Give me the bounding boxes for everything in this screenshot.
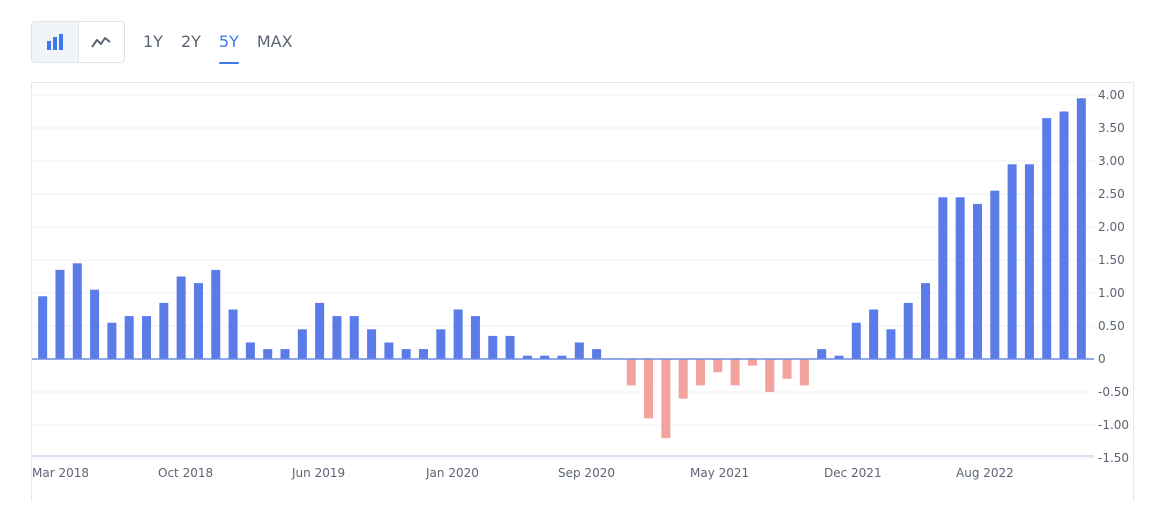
- x-axis-labels: Mar 2018 Oct 2018 Jun 2019 Jan 2020 Sep 2020…: [32, 466, 1014, 480]
- x-tick-label: Jan 2020: [425, 466, 479, 480]
- y-tick-label: 4.00: [1098, 88, 1125, 102]
- line-chart-button[interactable]: [79, 22, 125, 62]
- tab-2y[interactable]: 2Y: [180, 32, 201, 51]
- bar[interactable]: [730, 359, 740, 386]
- bar[interactable]: [938, 197, 948, 359]
- bar[interactable]: [349, 316, 359, 359]
- bar[interactable]: [38, 296, 48, 359]
- bar[interactable]: [1059, 111, 1069, 360]
- bar[interactable]: [990, 190, 1000, 359]
- bar[interactable]: [1076, 98, 1086, 360]
- line-chart-icon: [91, 37, 111, 48]
- x-tick-label: Mar 2018: [32, 466, 89, 480]
- bar[interactable]: [436, 329, 446, 359]
- bar[interactable]: [644, 359, 654, 419]
- bar-chart-button[interactable]: [32, 22, 79, 62]
- bar[interactable]: [367, 329, 377, 359]
- bar[interactable]: [972, 203, 982, 359]
- bar-chart: 4.00 3.50 3.00 2.50 2.00 1.50 1.00 0.50 0 -0.50 -1…: [32, 88, 1129, 480]
- bar[interactable]: [540, 355, 550, 359]
- bar[interactable]: [557, 355, 567, 359]
- chart-type-toggle: [31, 21, 125, 63]
- bar[interactable]: [55, 269, 65, 359]
- bar[interactable]: [488, 335, 498, 359]
- bar[interactable]: [505, 335, 515, 359]
- x-tick-label: Sep 2020: [558, 466, 615, 480]
- x-tick-label: Dec 2021: [824, 466, 882, 480]
- bar[interactable]: [834, 355, 844, 359]
- bar[interactable]: [107, 322, 117, 359]
- bar[interactable]: [72, 263, 82, 359]
- bars: [38, 98, 1086, 439]
- bar[interactable]: [799, 359, 809, 386]
- y-tick-label: 1.00: [1098, 286, 1125, 300]
- tab-5y[interactable]: 5Y: [218, 21, 239, 64]
- bar[interactable]: [211, 269, 221, 359]
- bar[interactable]: [159, 302, 169, 359]
- bar[interactable]: [765, 359, 775, 392]
- bar[interactable]: [921, 283, 931, 359]
- y-tick-label: 2.00: [1098, 220, 1125, 234]
- x-tick-label: Jun 2019: [291, 466, 345, 480]
- bar[interactable]: [453, 309, 463, 360]
- bar[interactable]: [695, 359, 705, 386]
- bar[interactable]: [886, 329, 896, 359]
- bar[interactable]: [955, 197, 965, 359]
- bar[interactable]: [592, 349, 602, 359]
- bar[interactable]: [713, 359, 723, 373]
- bar[interactable]: [678, 359, 688, 399]
- y-tick-label: 0: [1098, 352, 1106, 366]
- bar[interactable]: [176, 276, 186, 360]
- y-tick-label: 3.00: [1098, 154, 1125, 168]
- grid-lines: [32, 94, 1094, 459]
- bar[interactable]: [193, 283, 203, 359]
- y-tick-label: 0.50: [1098, 319, 1125, 333]
- y-axis-labels: 4.00 3.50 3.00 2.50 2.00 1.50 1.00 0.50 0 -0.50 -1…: [1098, 88, 1129, 465]
- bar[interactable]: [419, 349, 429, 359]
- bar[interactable]: [626, 359, 636, 386]
- bar[interactable]: [280, 349, 290, 359]
- axes: [32, 358, 1094, 457]
- bar[interactable]: [332, 316, 342, 359]
- bar[interactable]: [1024, 164, 1034, 359]
- bar[interactable]: [1042, 118, 1052, 359]
- chart-container: 4.00 3.50 3.00 2.50 2.00 1.50 1.00 0.50 0 -0.50 -1…: [31, 82, 1134, 501]
- bar[interactable]: [124, 316, 134, 359]
- bar[interactable]: [228, 309, 238, 360]
- tab-max[interactable]: MAX: [256, 32, 293, 51]
- bar[interactable]: [263, 349, 273, 359]
- bar[interactable]: [245, 342, 255, 360]
- x-tick-label: Oct 2018: [158, 466, 213, 480]
- y-tick-label: -1.50: [1098, 451, 1129, 465]
- bar[interactable]: [851, 322, 861, 359]
- bar[interactable]: [384, 342, 394, 360]
- x-tick-label: Aug 2022: [956, 466, 1014, 480]
- tab-1y[interactable]: 1Y: [143, 32, 163, 51]
- bar[interactable]: [869, 309, 879, 360]
- bar[interactable]: [315, 302, 325, 359]
- bar[interactable]: [470, 316, 480, 359]
- range-tabs: 1Y 2Y 5Y MAX: [143, 21, 311, 64]
- bar[interactable]: [782, 359, 792, 379]
- bar[interactable]: [747, 359, 757, 366]
- x-tick-label: May 2021: [690, 466, 749, 480]
- y-tick-label: 2.50: [1098, 187, 1125, 201]
- y-tick-label: -0.50: [1098, 385, 1129, 399]
- y-tick-label: 3.50: [1098, 121, 1125, 135]
- bar[interactable]: [1007, 164, 1017, 359]
- y-tick-label: -1.00: [1098, 418, 1129, 432]
- bar[interactable]: [142, 316, 152, 359]
- bar[interactable]: [522, 355, 532, 359]
- bar[interactable]: [661, 359, 671, 439]
- bar[interactable]: [574, 342, 584, 360]
- bar[interactable]: [903, 302, 913, 359]
- bar[interactable]: [90, 289, 100, 359]
- bar[interactable]: [401, 349, 411, 359]
- y-tick-label: 1.50: [1098, 253, 1125, 267]
- chart-toolbar: 1Y 2Y 5Y MAX: [31, 21, 311, 64]
- bar[interactable]: [817, 349, 827, 359]
- bar[interactable]: [297, 329, 307, 359]
- bar-chart-icon: [46, 34, 63, 50]
